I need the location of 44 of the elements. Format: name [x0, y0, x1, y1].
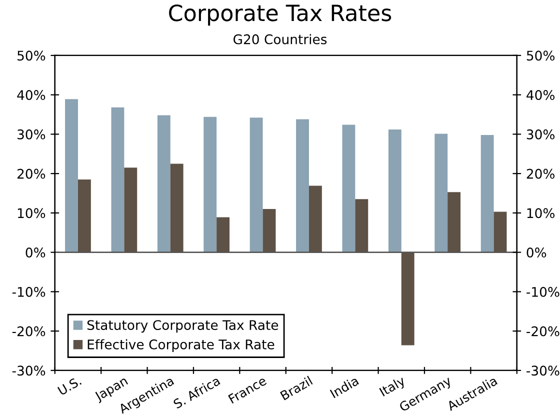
bar — [111, 107, 124, 252]
bar — [448, 192, 461, 252]
y-tick-label: 30% — [18, 129, 46, 140]
bar — [65, 99, 78, 252]
x-tick-label: U.S. — [57, 376, 82, 396]
y-tick-label: 20% — [17, 168, 46, 179]
chart-subtitle: G20 Countries — [234, 34, 327, 44]
y2-tick-label: -10% — [526, 286, 560, 297]
bar — [296, 119, 309, 252]
y2-tick-label: -30% — [526, 366, 560, 376]
bar — [170, 164, 184, 252]
y2-tick-label: 20% — [526, 168, 555, 179]
y2-tick-label: 50% — [526, 50, 555, 61]
bar — [388, 129, 402, 252]
y2-tick-label: 40% — [526, 90, 555, 100]
bar — [157, 115, 170, 252]
bar — [216, 217, 230, 252]
y2-tick-label: 30% — [526, 129, 555, 140]
bar — [124, 168, 138, 252]
bar — [480, 134, 494, 252]
y-tick-label: 40% — [17, 90, 46, 100]
bar — [434, 134, 448, 252]
y2-tick-label: -20% — [526, 326, 560, 336]
bar — [262, 209, 276, 252]
x-tick-label: India — [330, 376, 360, 398]
bar — [342, 124, 356, 252]
bar — [308, 186, 322, 252]
y-tick-label: -10% — [12, 286, 46, 297]
bar — [401, 252, 414, 346]
legend-label: Statutory Corporate Tax Rate — [87, 320, 278, 333]
y2-tick-label: 10% — [527, 208, 555, 218]
y-tick-label: 0% — [26, 248, 46, 258]
y2-tick-label: 0% — [526, 248, 546, 258]
y-tick-label: 10% — [18, 208, 46, 218]
y-tick-label: -20% — [12, 326, 46, 336]
legend-label: Effective Corporate Tax Rate — [88, 339, 274, 352]
bar — [355, 199, 368, 252]
chart-title: Corporate Tax Rates — [169, 4, 392, 26]
bar — [250, 118, 263, 252]
y-tick-label: 50% — [18, 50, 46, 61]
y-tick-label: -30% — [12, 366, 46, 376]
bar — [78, 179, 91, 252]
bar — [204, 116, 217, 252]
bar — [494, 212, 507, 252]
